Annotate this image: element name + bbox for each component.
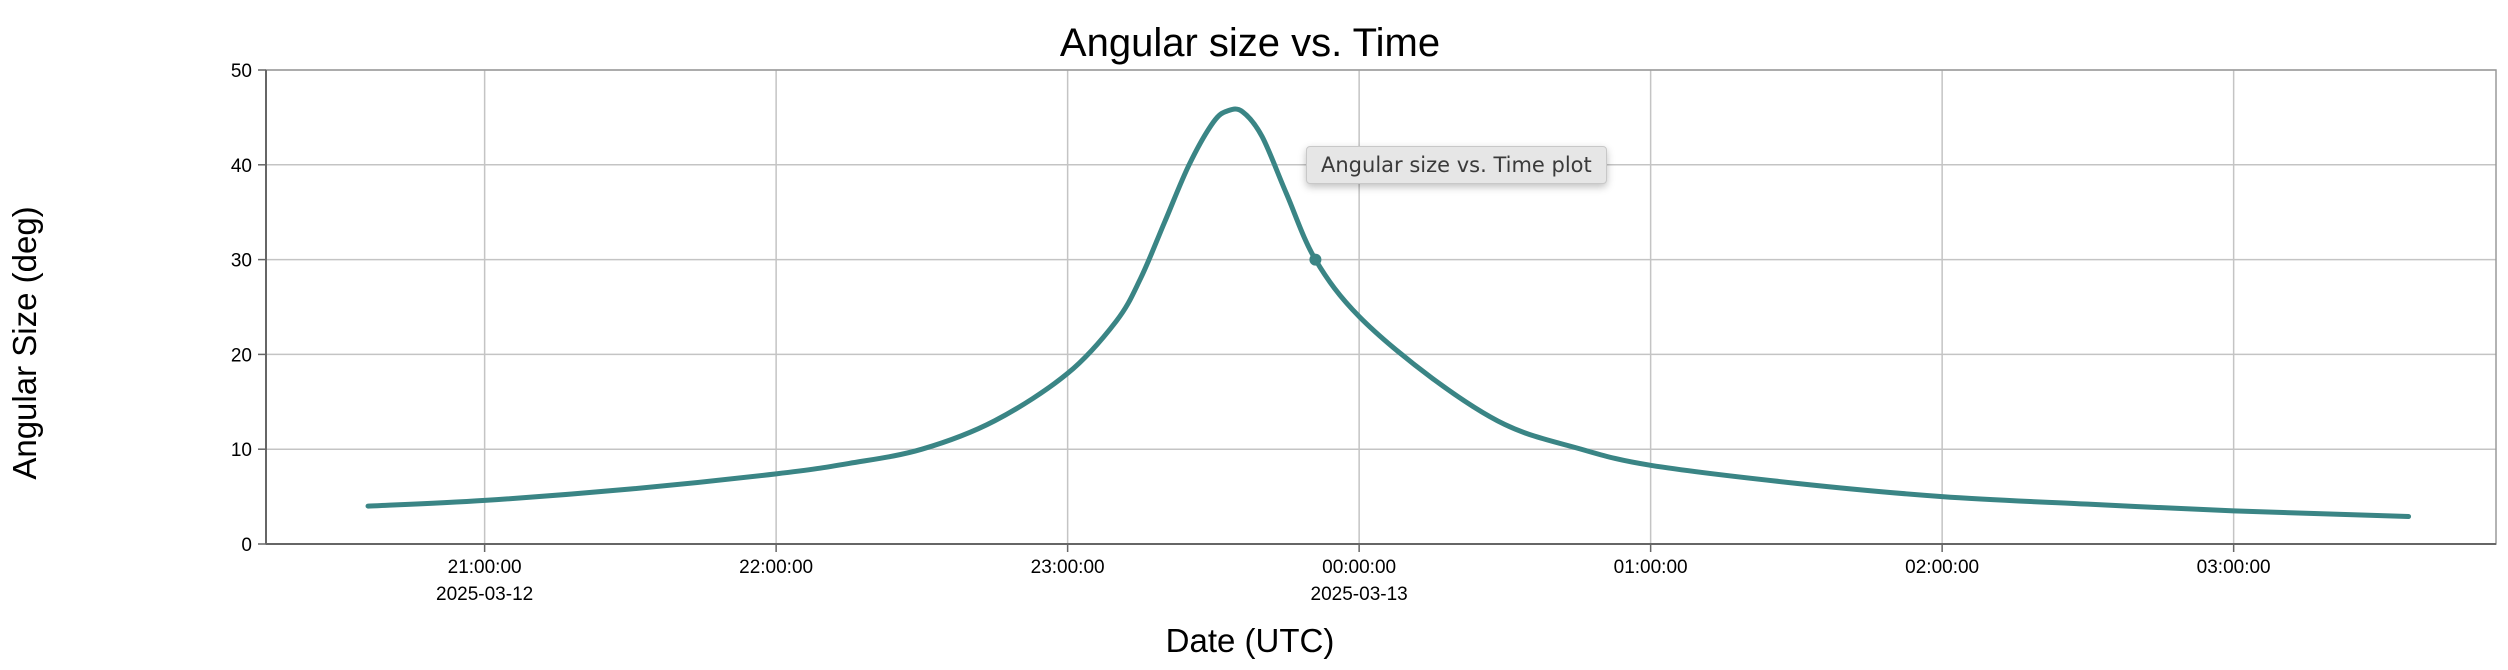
y-axis-label: Angular Size (deg) (6, 206, 43, 479)
x-tick-label: 21:00:00 (448, 557, 522, 578)
y-tick-label: 40 (231, 156, 252, 177)
highlighted-data-point[interactable] (1309, 253, 1322, 266)
x-tick-label: 00:00:00 (1322, 557, 1396, 578)
x-ticks: 21:00:00 2025-03-12 22:00:00 23:00:00 00:00:… (436, 544, 2271, 605)
x-tick-label: 01:00:00 (1614, 557, 1688, 578)
series-layer (365, 106, 2412, 520)
chart-tooltip: Angular size vs. Time plot (1306, 146, 1607, 184)
x-tick-date-label: 2025-03-13 (1311, 584, 1408, 605)
y-tick-label: 50 (231, 61, 252, 82)
chart-title: Angular size vs. Time (1060, 21, 1440, 65)
plot-frame (265, 69, 2497, 545)
grid (266, 69, 2496, 544)
x-tick-label: 02:00:00 (1905, 557, 1979, 578)
y-tick-label: 0 (241, 535, 252, 556)
y-tick-label: 20 (231, 345, 252, 366)
x-tick-label: 22:00:00 (739, 557, 813, 578)
x-tick-date-label: 2025-03-12 (436, 584, 533, 605)
series-line (365, 106, 2412, 520)
x-tick-label: 03:00:00 (2197, 557, 2271, 578)
y-tick-label: 10 (231, 440, 252, 461)
y-tick-label: 30 (231, 251, 252, 272)
x-axis-label: Date (UTC) (1166, 622, 1335, 659)
y-ticks: 0 10 20 30 40 50 (231, 61, 266, 556)
x-tick-label: 23:00:00 (1031, 557, 1105, 578)
